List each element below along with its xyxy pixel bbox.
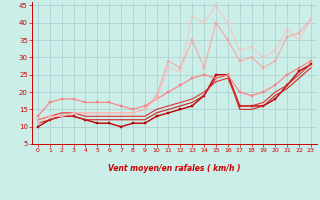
X-axis label: Vent moyen/en rafales ( km/h ): Vent moyen/en rafales ( km/h ) — [108, 164, 241, 173]
